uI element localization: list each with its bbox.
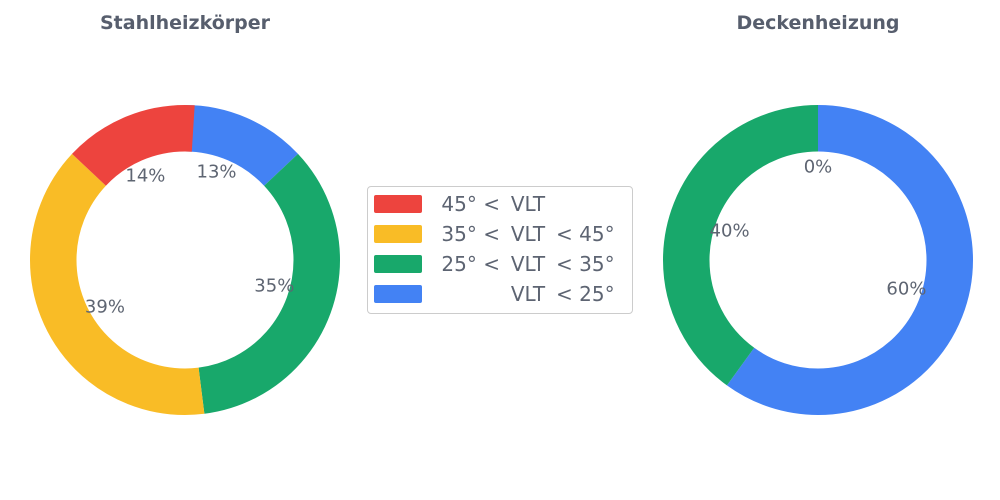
- donut-chart-stahlheizkoerper: 14% 39% 35% 13%: [30, 105, 340, 415]
- legend-item-blue: VLT < 25°: [374, 279, 626, 309]
- legend-swatch-blue: [374, 285, 422, 303]
- pct-label: 60%: [886, 278, 927, 300]
- pct-label: 0%: [803, 156, 833, 178]
- pct-label: 14%: [125, 165, 166, 187]
- chart-title-deckenheizung: Deckenheizung: [736, 12, 900, 34]
- legend-swatch-red: [374, 195, 422, 213]
- legend-label-prefix: 35° <: [441, 222, 500, 246]
- legend-item-red: 45° < VLT: [374, 189, 626, 219]
- donut-segment-45° < VLT: [30, 105, 340, 415]
- donut-chart-deckenheizung: 0% 40% 60%: [663, 105, 973, 415]
- legend-item-green: 25° < VLT < 35°: [374, 249, 626, 279]
- donut-ring: [663, 105, 973, 415]
- pct-label: 39%: [84, 296, 125, 318]
- legend-label-suffix: < 45°: [556, 222, 615, 246]
- legend-label-suffix: < 35°: [556, 252, 615, 276]
- legend-label-mid: VLT: [510, 252, 546, 276]
- legend-label-mid: VLT: [510, 282, 546, 306]
- donut-segment-25° < VLT < 35°: [663, 105, 973, 415]
- donut-ring: [30, 105, 340, 415]
- legend-swatch-yellow: [374, 225, 422, 243]
- legend: 45° < VLT 35° < VLT < 45° 25° < VLT < 35…: [367, 186, 633, 314]
- legend-swatch-green: [374, 255, 422, 273]
- legend-label-prefix: 45° <: [441, 192, 500, 216]
- pct-label: 13%: [196, 161, 237, 183]
- legend-label-mid: VLT: [510, 192, 546, 216]
- legend-label-suffix: < 25°: [556, 282, 615, 306]
- pct-label: 40%: [709, 220, 750, 242]
- donut-segment-25° < VLT < 35°: [30, 105, 340, 415]
- chart-title-stahlheizkoerper: Stahlheizkörper: [99, 12, 271, 34]
- legend-item-yellow: 35° < VLT < 45°: [374, 219, 626, 249]
- legend-label-prefix: 25° <: [441, 252, 500, 276]
- donut-segment-VLT < 25°: [663, 105, 973, 415]
- legend-label-mid: VLT: [510, 222, 546, 246]
- pct-label: 35%: [254, 275, 295, 297]
- donut-segment-35° < VLT < 45°: [30, 105, 340, 415]
